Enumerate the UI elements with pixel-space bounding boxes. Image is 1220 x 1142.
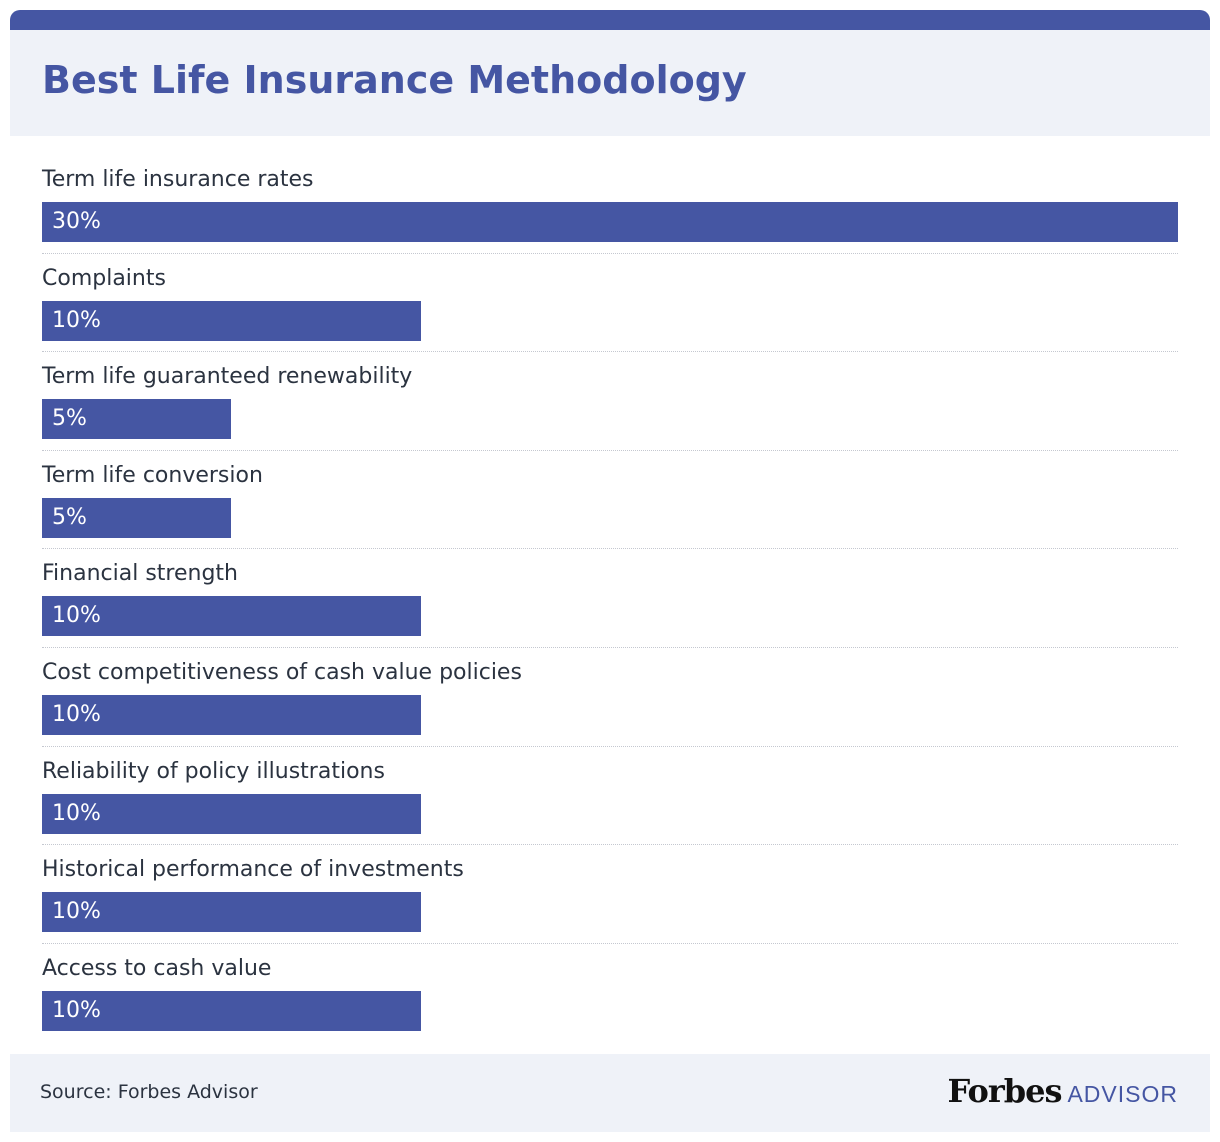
chart-card: Best Life Insurance Methodology Term lif… <box>10 10 1210 1132</box>
category-label: Cost competitiveness of cash value polic… <box>42 659 522 685</box>
category-label: Complaints <box>42 265 166 291</box>
category-label: Reliability of policy illustrations <box>42 758 385 784</box>
bar-row: Historical performance of investments 10% <box>42 845 1178 944</box>
footer: Source: Forbes Advisor Forbes ADVISOR <box>10 1054 1210 1132</box>
bar-row: Term life conversion 5% <box>42 451 1178 550</box>
bar: 5% <box>42 399 231 440</box>
category-label: Financial strength <box>42 561 238 587</box>
bar: 10% <box>42 694 421 735</box>
bar-value-label: 10% <box>52 997 101 1023</box>
category-label: Term life guaranteed renewability <box>42 364 413 390</box>
category-label: Term life insurance rates <box>42 167 314 192</box>
category-label: Access to cash value <box>42 955 272 981</box>
bar: 30% <box>42 202 1178 242</box>
bar-value-label: 30% <box>52 209 101 234</box>
logo-suffix: ADVISOR <box>1067 1081 1178 1107</box>
bar-rows: Term life insurance rates 30% Complaints 10… <box>42 155 1178 1042</box>
bar-value-label: 5% <box>52 504 87 530</box>
bar-value-label: 10% <box>52 899 101 925</box>
bar-row: Reliability of policy illustrations 10% <box>42 747 1178 846</box>
header: Best Life Insurance Methodology <box>10 30 1210 136</box>
bar-row: Complaints 10% <box>42 254 1178 353</box>
bar-row: Access to cash value 10% <box>42 944 1178 1043</box>
bar: 10% <box>42 990 421 1031</box>
bar-row: Term life insurance rates 30% <box>42 155 1178 254</box>
chart-title: Best Life Insurance Methodology <box>42 58 747 102</box>
bar-value-label: 10% <box>52 307 101 333</box>
bar: 10% <box>42 793 421 834</box>
category-label: Term life conversion <box>42 462 263 488</box>
forbes-advisor-logo: Forbes ADVISOR <box>948 1072 1178 1110</box>
bar-value-label: 10% <box>52 603 101 629</box>
logo-brand: Forbes <box>947 1072 1063 1110</box>
bar-row: Financial strength 10% <box>42 549 1178 648</box>
bar-value-label: 10% <box>52 800 101 826</box>
bar: 10% <box>42 300 421 341</box>
bar-value-label: 10% <box>52 701 101 727</box>
bar-row: Cost competitiveness of cash value polic… <box>42 648 1178 747</box>
bar: 10% <box>42 596 421 637</box>
category-label: Historical performance of investments <box>42 857 464 883</box>
source-note: Source: Forbes Advisor <box>40 1081 258 1103</box>
bar-row: Term life guaranteed renewability 5% <box>42 352 1178 451</box>
top-accent-bar <box>10 10 1210 30</box>
bar-value-label: 5% <box>52 406 87 432</box>
bar: 5% <box>42 497 231 538</box>
bar: 10% <box>42 892 421 933</box>
